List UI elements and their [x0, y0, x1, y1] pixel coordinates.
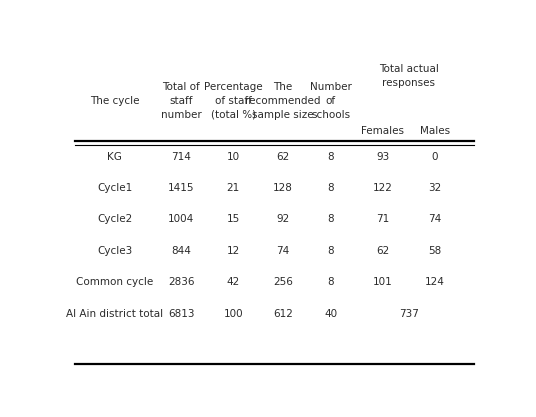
Text: Al Ain district total: Al Ain district total: [66, 309, 163, 319]
Text: 1415: 1415: [168, 183, 195, 193]
Text: 6813: 6813: [168, 309, 195, 319]
Text: 2836: 2836: [168, 277, 195, 287]
Text: The cycle: The cycle: [90, 96, 139, 106]
Text: 101: 101: [373, 277, 392, 287]
Text: 58: 58: [428, 246, 441, 256]
Text: of staff: of staff: [215, 96, 251, 106]
Text: The: The: [273, 82, 293, 92]
Text: 40: 40: [324, 309, 337, 319]
Text: 71: 71: [376, 214, 389, 224]
Text: 1004: 1004: [168, 214, 195, 224]
Text: schools: schools: [311, 110, 351, 120]
Text: 8: 8: [327, 151, 334, 161]
Text: 0: 0: [431, 151, 438, 161]
Text: 42: 42: [227, 277, 240, 287]
Text: 100: 100: [224, 309, 243, 319]
Text: recommended: recommended: [245, 96, 321, 106]
Text: 8: 8: [327, 246, 334, 256]
Text: 93: 93: [376, 151, 389, 161]
Text: 737: 737: [399, 309, 419, 319]
Text: KG: KG: [107, 151, 122, 161]
Text: 128: 128: [273, 183, 293, 193]
Text: 844: 844: [172, 246, 191, 256]
Text: 12: 12: [227, 246, 240, 256]
Text: 124: 124: [425, 277, 444, 287]
Text: Cycle1: Cycle1: [97, 183, 132, 193]
Text: Common cycle: Common cycle: [76, 277, 153, 287]
Text: 122: 122: [373, 183, 393, 193]
Text: sample size: sample size: [252, 110, 314, 120]
Text: number: number: [161, 110, 202, 120]
Text: Percentage: Percentage: [204, 82, 263, 92]
Text: 8: 8: [327, 183, 334, 193]
Text: Cycle3: Cycle3: [97, 246, 132, 256]
Text: 92: 92: [277, 214, 289, 224]
Text: Cycle2: Cycle2: [97, 214, 132, 224]
Text: staff: staff: [169, 96, 193, 106]
Text: 714: 714: [172, 151, 191, 161]
Text: Females: Females: [361, 126, 404, 136]
Text: 8: 8: [327, 277, 334, 287]
Text: 21: 21: [227, 183, 240, 193]
Text: Total of: Total of: [162, 82, 200, 92]
Text: 8: 8: [327, 214, 334, 224]
Text: responses: responses: [382, 78, 435, 88]
Text: (total %): (total %): [211, 110, 256, 120]
Text: 612: 612: [273, 309, 293, 319]
Text: 62: 62: [277, 151, 289, 161]
Text: 15: 15: [227, 214, 240, 224]
Text: 62: 62: [376, 246, 389, 256]
Text: Number: Number: [310, 82, 352, 92]
Text: 10: 10: [227, 151, 240, 161]
Text: of: of: [326, 96, 336, 106]
Text: Males: Males: [420, 126, 450, 136]
Text: 32: 32: [428, 183, 441, 193]
Text: 256: 256: [273, 277, 293, 287]
Text: 74: 74: [277, 246, 289, 256]
Text: Total actual: Total actual: [379, 65, 438, 75]
Text: 74: 74: [428, 214, 441, 224]
